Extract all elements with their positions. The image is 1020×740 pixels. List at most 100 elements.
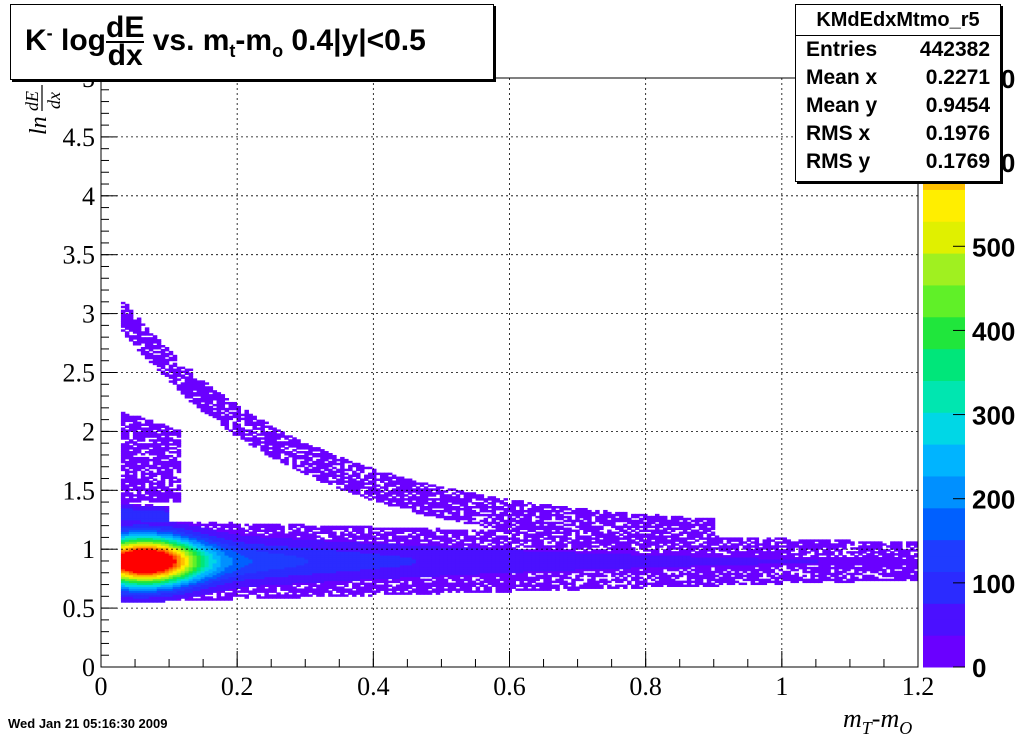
heatmap-cell bbox=[248, 572, 253, 576]
heatmap-cell bbox=[459, 502, 465, 505]
heatmap-cell bbox=[443, 504, 449, 507]
heatmap-cell bbox=[136, 529, 142, 533]
heatmap-cell bbox=[120, 431, 126, 434]
heatmap-cell bbox=[499, 555, 505, 558]
heatmap-cell bbox=[172, 480, 178, 483]
heatmap-cell bbox=[244, 562, 249, 566]
heatmap-cell bbox=[144, 492, 150, 495]
heatmap-cell bbox=[447, 572, 453, 576]
heatmap-cell bbox=[451, 568, 457, 572]
heatmap-cell bbox=[124, 476, 130, 480]
heatmap-cell bbox=[411, 496, 417, 499]
heatmap-cell bbox=[320, 559, 325, 562]
heatmap-cell bbox=[228, 588, 234, 591]
heatmap-cell bbox=[324, 466, 329, 470]
heatmap-cell bbox=[180, 535, 186, 538]
heatmap-cell bbox=[120, 480, 126, 483]
heatmap-cell bbox=[439, 500, 445, 503]
heatmap-cell bbox=[132, 584, 138, 588]
heatmap-cell bbox=[180, 531, 186, 534]
heatmap-cell bbox=[176, 460, 182, 464]
heatmap-cell bbox=[232, 525, 238, 529]
heatmap-cell bbox=[463, 517, 469, 521]
heatmap-cell bbox=[467, 582, 473, 586]
heatmap-cell bbox=[395, 549, 401, 552]
heatmap-cell bbox=[443, 517, 449, 521]
heatmap-cell bbox=[120, 511, 126, 515]
heatmap-cell bbox=[447, 586, 453, 589]
heatmap-cell bbox=[471, 535, 477, 538]
heatmap-cell bbox=[216, 578, 222, 582]
heatmap-cell bbox=[220, 407, 226, 411]
heatmap-cell bbox=[399, 543, 405, 546]
heatmap-cell bbox=[156, 339, 162, 342]
heatmap-cell bbox=[176, 366, 182, 370]
heatmap-cell bbox=[188, 388, 194, 391]
heatmap-cell bbox=[132, 460, 138, 464]
heatmap-cell bbox=[292, 531, 297, 534]
heatmap-cell bbox=[487, 543, 493, 546]
heatmap-cell bbox=[499, 562, 505, 566]
heatmap-cell bbox=[136, 564, 142, 568]
heatmap-cell bbox=[176, 480, 182, 483]
heatmap-cell bbox=[372, 472, 377, 476]
heatmap-cell bbox=[463, 543, 469, 546]
heatmap-cell bbox=[491, 525, 497, 529]
heatmap-cell bbox=[184, 598, 190, 601]
heatmap-cell bbox=[136, 553, 142, 556]
heatmap-cell bbox=[188, 576, 194, 580]
heatmap-cell bbox=[360, 470, 365, 474]
heatmap-cell bbox=[340, 474, 345, 478]
heatmap-cell bbox=[156, 557, 162, 560]
heatmap-cell bbox=[240, 553, 245, 556]
heatmap-cell bbox=[164, 582, 170, 586]
heatmap-cell bbox=[120, 313, 126, 317]
heatmap-cell bbox=[372, 484, 377, 487]
heatmap-cell bbox=[232, 572, 238, 576]
heatmap-cell bbox=[188, 384, 194, 387]
heatmap-cell bbox=[172, 356, 178, 360]
heatmap-cell bbox=[160, 559, 166, 562]
heatmap-cell bbox=[324, 480, 329, 483]
heatmap-cell bbox=[124, 415, 130, 419]
heatmap-cell bbox=[439, 486, 445, 489]
heatmap-cell bbox=[483, 517, 489, 521]
heatmap-cell bbox=[356, 462, 361, 466]
heatmap-cell bbox=[192, 559, 198, 562]
heatmap-cell bbox=[216, 551, 222, 554]
heatmap-cell bbox=[360, 592, 365, 595]
heatmap-cell bbox=[479, 551, 485, 554]
heatmap-cell bbox=[479, 562, 485, 566]
heatmap-cell bbox=[128, 592, 134, 595]
heatmap-cell bbox=[216, 407, 222, 411]
heatmap-cell bbox=[120, 533, 126, 536]
heatmap-cell bbox=[312, 535, 317, 538]
heatmap-cell bbox=[276, 454, 281, 458]
heatmap-cell bbox=[280, 547, 285, 550]
heatmap-cell bbox=[180, 374, 186, 377]
heatmap-cell bbox=[304, 451, 309, 454]
heatmap-cell bbox=[348, 474, 353, 478]
heatmap-cell bbox=[216, 396, 222, 399]
heatmap-cell bbox=[160, 486, 166, 489]
heatmap-cell bbox=[399, 488, 405, 491]
heatmap-cell bbox=[399, 480, 405, 483]
heatmap-cell bbox=[120, 559, 126, 562]
heatmap-cell bbox=[216, 413, 222, 417]
heatmap-cell bbox=[439, 539, 445, 542]
heatmap-cell bbox=[168, 474, 174, 478]
heatmap-cell bbox=[328, 525, 333, 529]
heatmap-cell bbox=[375, 590, 381, 593]
heatmap-cell bbox=[447, 541, 453, 544]
heatmap-cell bbox=[483, 498, 489, 501]
heatmap-cell bbox=[467, 498, 473, 501]
heatmap-cell bbox=[379, 570, 385, 574]
heatmap-cell bbox=[140, 560, 146, 564]
heatmap-cell bbox=[471, 511, 477, 515]
heatmap-cell bbox=[212, 566, 218, 570]
heatmap-cell bbox=[372, 576, 377, 580]
heatmap-cell bbox=[332, 456, 337, 460]
heatmap-cell bbox=[368, 492, 373, 495]
heatmap-cell bbox=[124, 445, 130, 448]
heatmap-cell bbox=[252, 555, 257, 558]
